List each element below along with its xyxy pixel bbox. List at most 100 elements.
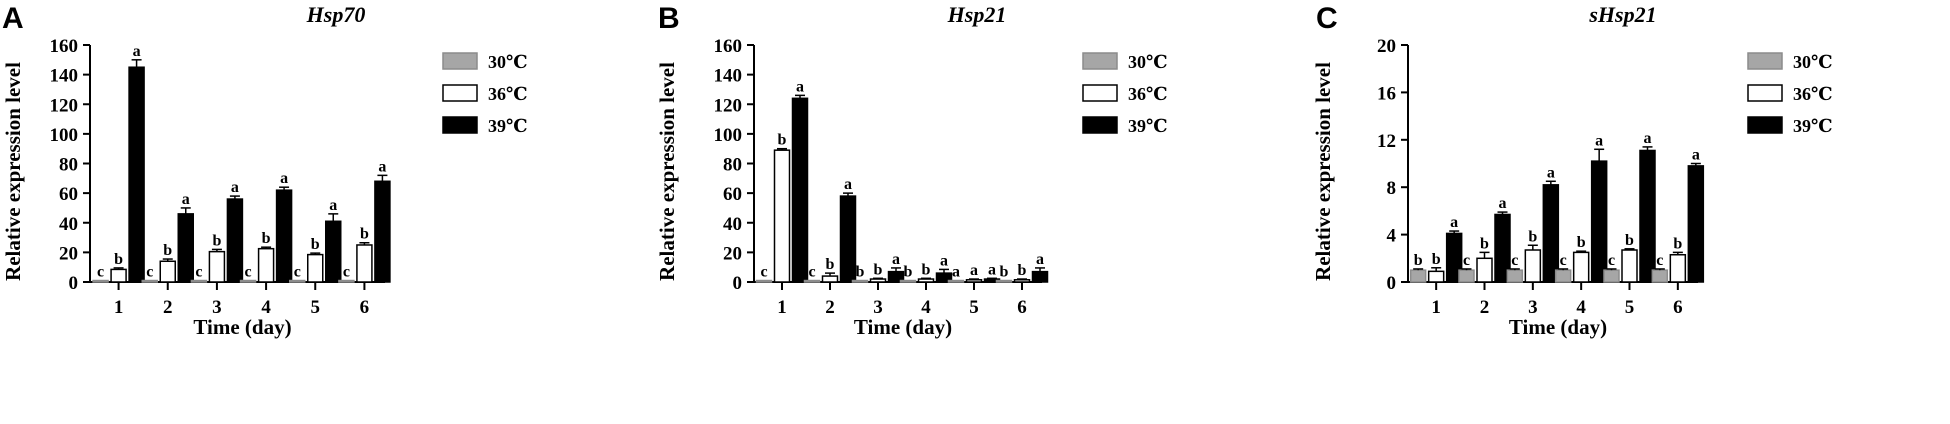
bar [947,279,965,283]
significance-label: b [874,261,883,278]
x-tick-label: 6 [1017,297,1027,318]
legend-label: 36℃ [488,84,528,104]
significance-label: b [1414,252,1423,269]
x-tick-label: 1 [114,297,124,318]
panel-letter: B [658,2,680,35]
legend-label: 30℃ [1793,52,1833,72]
bar [803,279,821,283]
significance-label: b [778,132,787,149]
y-tick-label: 20 [1377,36,1396,57]
x-tick-label: 2 [1480,297,1490,318]
bar [869,278,887,283]
significance-label: a [988,261,996,278]
significance-label: a [1036,251,1044,268]
significance-label: c [808,264,815,281]
bar [755,279,773,283]
y-axis-title: Relative expression level [655,62,679,281]
bar [1590,160,1608,283]
y-tick-label: 4 [1387,226,1397,247]
legend-label: 36℃ [1793,84,1833,104]
y-tick-label: 8 [1387,178,1397,199]
panel-letter: A [2,2,24,35]
significance-label: b [212,232,221,249]
significance-label: b [856,264,865,281]
significance-label: b [1480,235,1489,252]
significance-label: b [1018,262,1027,279]
significance-label: c [146,264,153,281]
significance-label: c [343,264,350,281]
bar [257,247,275,283]
significance-label: a [1450,214,1458,231]
bar [773,149,791,283]
bar [965,279,983,283]
y-tick-label: 0 [733,273,743,294]
bar [851,279,869,283]
significance-label: c [1511,252,1518,269]
bar [791,97,809,283]
bar [110,268,127,283]
bar [1639,149,1656,283]
significance-label: a [182,191,190,208]
significance-label: c [294,264,301,281]
bar [1572,251,1590,283]
legend-swatch [442,84,478,102]
y-tick-label: 120 [714,95,743,116]
y-tick-label: 0 [1387,273,1397,294]
bar [1524,249,1542,283]
bar [338,279,355,283]
significance-label: a [378,158,386,175]
bar [839,195,857,283]
significance-label: b [114,251,123,268]
chart-title: Hsp21 [947,2,1007,27]
chart-panel-a: A Hsp70 Relative expression level Time (… [1,2,528,339]
y-tick-label: 160 [714,36,743,57]
significance-label: c [97,264,104,281]
y-tick-label: 20 [59,243,78,264]
significance-label: c [1560,252,1567,269]
y-tick-label: 100 [50,125,79,146]
x-tick-label: 1 [1431,297,1441,318]
significance-label: a [1595,132,1603,149]
bar [289,279,306,283]
bar [1687,165,1705,283]
x-tick-label: 5 [1625,297,1635,318]
x-axis-title: Time (day) [1509,315,1607,339]
legend-label: 36℃ [1128,84,1168,104]
y-tick-label: 140 [50,66,79,87]
chart-title: sHsp21 [1588,2,1656,27]
significance-label: a [1692,147,1700,164]
bar [995,279,1013,283]
bar [307,253,324,283]
y-tick-label: 60 [723,184,742,205]
legend-swatch [1747,84,1783,102]
legend-swatch [1747,116,1783,134]
x-tick-label: 6 [1673,297,1683,318]
legend-swatch [442,116,478,134]
x-tick-label: 1 [777,297,787,318]
significance-label: b [360,226,369,243]
x-tick-label: 6 [360,297,370,318]
x-tick-label: 3 [873,297,883,318]
significance-label: a [1644,130,1652,147]
bar [1554,269,1572,283]
y-axis-title: Relative expression level [1,62,25,281]
bar [1427,270,1445,283]
legend-swatch [1082,52,1118,70]
bar [1621,249,1638,283]
significance-label: b [922,261,931,278]
legend-label: 39℃ [488,116,528,136]
bar [821,275,839,283]
legend-swatch [1082,116,1118,134]
y-tick-label: 0 [69,273,79,294]
x-tick-label: 2 [825,297,835,318]
bar [1013,279,1031,283]
x-tick-label: 3 [212,297,222,318]
significance-label: c [1608,252,1615,269]
significance-label: c [245,264,252,281]
y-tick-label: 80 [723,155,742,176]
y-tick-label: 12 [1377,131,1396,152]
significance-label: c [195,264,202,281]
legend-swatch [1082,84,1118,102]
x-axis-title: Time (day) [193,315,291,339]
